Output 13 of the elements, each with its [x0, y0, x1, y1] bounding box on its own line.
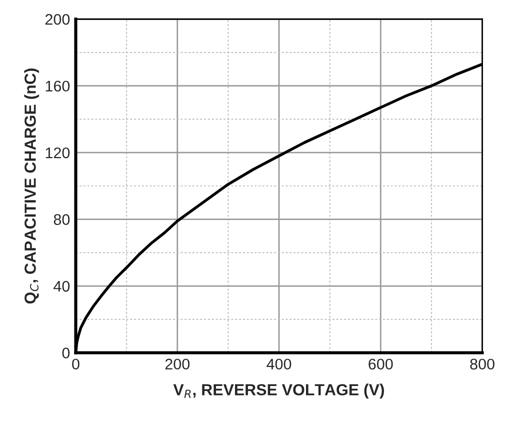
y-tick-label: 160: [46, 80, 70, 92]
x-axis-title: V$_{R}$, REVERSE VOLTAGE (V): [173, 384, 384, 399]
y-tick-label: 80: [54, 214, 70, 225]
y-tick-label: 120: [46, 147, 70, 158]
y-tick-label: 40: [54, 280, 70, 292]
x-tick-label: 400: [266, 358, 292, 370]
y-tick-label: 0: [62, 348, 70, 358]
x-tick-label: 800: [470, 358, 494, 370]
x-tick-label: 600: [368, 358, 393, 370]
y-axis-title: Q$_{C}$, CAPACITIVE CHARGE (nC): [24, 68, 40, 304]
x-tick-label: 200: [165, 358, 190, 370]
x-tick-label: 0: [72, 358, 80, 370]
y-tick-label: 200: [45, 14, 70, 25]
